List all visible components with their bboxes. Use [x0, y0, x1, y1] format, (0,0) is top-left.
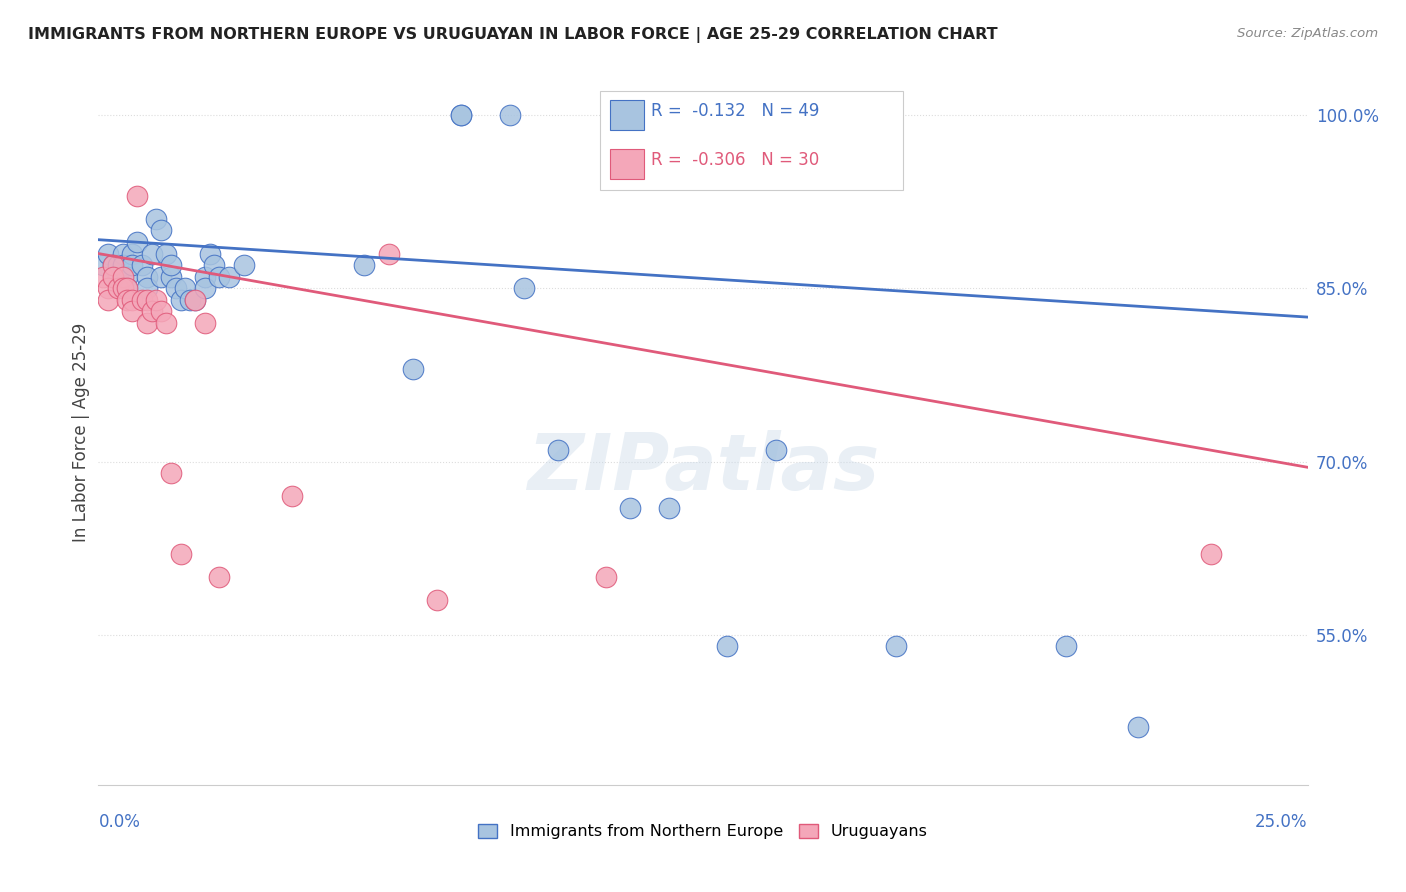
Text: ZIPatlas: ZIPatlas: [527, 430, 879, 506]
Point: [184, 293, 207, 307]
Point: [101, 258, 124, 272]
Point: [121, 293, 143, 307]
Point: [101, 258, 124, 272]
Point: [101, 269, 124, 284]
Point: [111, 246, 134, 260]
Point: [107, 269, 129, 284]
Point: [121, 258, 143, 272]
Point: [150, 304, 173, 318]
Point: [135, 293, 157, 307]
Point: [117, 269, 139, 284]
Point: [619, 500, 641, 515]
Point: [208, 269, 231, 284]
Point: [135, 316, 157, 330]
FancyBboxPatch shape: [610, 100, 644, 129]
Text: IMMIGRANTS FROM NORTHERN EUROPE VS URUGUAYAN IN LABOR FORCE | AGE 25-29 CORRELAT: IMMIGRANTS FROM NORTHERN EUROPE VS URUGU…: [28, 27, 998, 43]
Text: R =  -0.306   N = 30: R = -0.306 N = 30: [651, 151, 820, 169]
FancyBboxPatch shape: [600, 91, 903, 189]
Point: [169, 293, 191, 307]
Point: [450, 108, 472, 122]
Point: [450, 108, 472, 122]
Point: [765, 442, 787, 457]
Y-axis label: In Labor Force | Age 25-29: In Labor Force | Age 25-29: [72, 323, 90, 542]
Point: [160, 466, 183, 480]
Point: [97, 281, 120, 295]
Point: [127, 235, 149, 249]
Point: [204, 258, 226, 272]
Point: [179, 293, 201, 307]
Point: [97, 293, 120, 307]
Point: [111, 281, 134, 295]
Point: [127, 189, 149, 203]
Point: [111, 269, 134, 284]
Point: [117, 293, 139, 307]
Point: [281, 489, 304, 503]
Point: [1128, 720, 1150, 734]
Point: [160, 258, 183, 272]
Point: [150, 223, 173, 237]
Point: [547, 442, 569, 457]
Text: Source: ZipAtlas.com: Source: ZipAtlas.com: [1237, 27, 1378, 40]
Point: [155, 246, 177, 260]
Point: [91, 258, 114, 272]
Point: [155, 316, 177, 330]
Point: [117, 281, 139, 295]
Point: [135, 281, 157, 295]
Point: [498, 108, 520, 122]
Point: [1199, 547, 1222, 561]
Legend: Immigrants from Northern Europe, Uruguayans: Immigrants from Northern Europe, Uruguay…: [470, 816, 936, 847]
Point: [174, 281, 197, 295]
Point: [121, 246, 143, 260]
Point: [208, 570, 231, 584]
Point: [377, 246, 399, 260]
Point: [150, 269, 173, 284]
Point: [595, 570, 617, 584]
Point: [135, 269, 157, 284]
Point: [194, 269, 217, 284]
Point: [145, 293, 167, 307]
Point: [426, 593, 449, 607]
Point: [141, 246, 163, 260]
Point: [513, 281, 536, 295]
Point: [91, 269, 114, 284]
Point: [716, 640, 738, 654]
Point: [131, 258, 153, 272]
Point: [145, 211, 167, 226]
Point: [194, 316, 217, 330]
Point: [117, 281, 139, 295]
Point: [131, 293, 153, 307]
Point: [160, 269, 183, 284]
Point: [101, 269, 124, 284]
Point: [121, 304, 143, 318]
Point: [111, 258, 134, 272]
Point: [184, 293, 207, 307]
Point: [107, 281, 129, 295]
Point: [141, 304, 163, 318]
Point: [353, 258, 375, 272]
Point: [165, 281, 187, 295]
Point: [886, 640, 908, 654]
Point: [402, 362, 425, 376]
Point: [218, 269, 240, 284]
Point: [97, 246, 120, 260]
Point: [194, 281, 217, 295]
Point: [198, 246, 221, 260]
Text: 25.0%: 25.0%: [1256, 814, 1308, 831]
Point: [169, 547, 191, 561]
FancyBboxPatch shape: [610, 149, 644, 179]
Point: [232, 258, 254, 272]
Text: R =  -0.132   N = 49: R = -0.132 N = 49: [651, 102, 820, 120]
Point: [658, 500, 681, 515]
Text: 0.0%: 0.0%: [98, 814, 141, 831]
Point: [1054, 640, 1077, 654]
Point: [107, 258, 129, 272]
